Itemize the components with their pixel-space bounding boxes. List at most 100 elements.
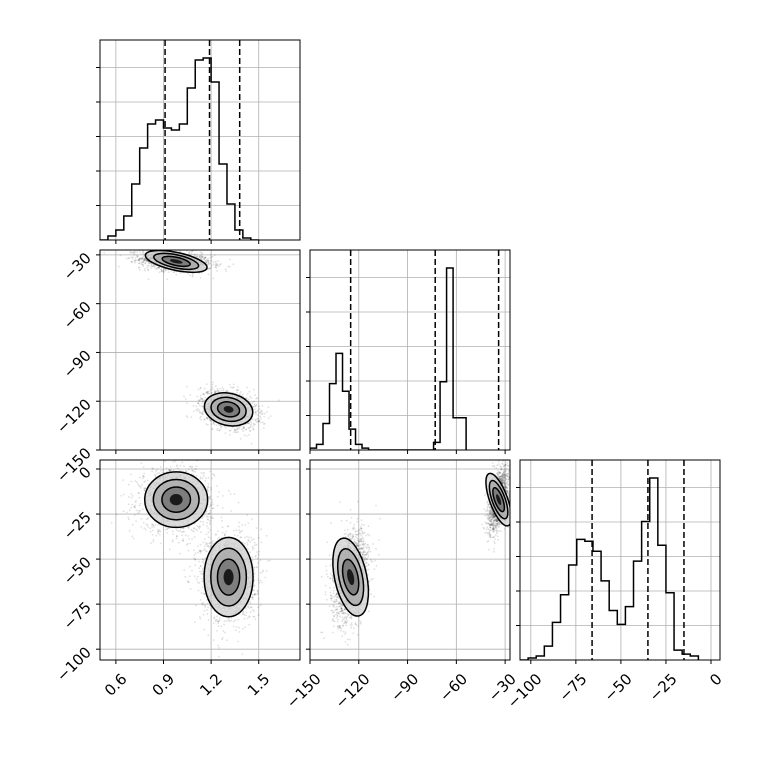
sample-point [204, 396, 206, 399]
sample-point [168, 469, 171, 471]
sample-point [152, 264, 155, 267]
sample-point [211, 542, 214, 545]
sample-point [191, 465, 194, 468]
sample-point [145, 259, 148, 262]
sample-point [163, 271, 165, 274]
sample-point [129, 251, 132, 254]
sample-point [191, 469, 194, 472]
scatter-panel-0-2 [99, 459, 301, 661]
sample-point [216, 264, 219, 267]
sample-point [207, 257, 210, 260]
sample-point [209, 515, 212, 518]
sample-point [229, 429, 232, 432]
sample-point [156, 267, 159, 270]
sample-point [210, 256, 213, 258]
sample-point [142, 466, 145, 468]
sample-point [170, 270, 173, 272]
sample-point [231, 426, 234, 429]
sample-point [201, 400, 204, 402]
sample-point [155, 470, 157, 472]
sample-point [248, 390, 251, 393]
sample-point [197, 399, 200, 402]
sample-point [238, 426, 241, 428]
sample-point [184, 534, 187, 537]
sample-point [206, 391, 209, 393]
sample-point [211, 255, 214, 258]
sample-point [203, 628, 206, 631]
sample-point [257, 414, 259, 416]
sample-point [208, 497, 211, 499]
histogram-panel-1 [306, 249, 511, 451]
sample-point [216, 504, 219, 507]
sample-point [203, 258, 205, 261]
sample-point [195, 604, 198, 607]
sample-point [183, 530, 186, 533]
sample-point [203, 418, 206, 421]
sample-point [142, 255, 145, 258]
sample-point [204, 479, 207, 482]
sample-point [141, 261, 144, 264]
sample-point [237, 431, 240, 433]
sample-point [258, 408, 261, 410]
sample-point [156, 472, 159, 475]
sample-point [160, 270, 163, 273]
scatter-panel-0-1 [99, 249, 301, 451]
sample-point [153, 473, 156, 476]
sample-point [192, 272, 194, 275]
sample-point [183, 395, 185, 398]
sample-point [199, 565, 202, 567]
sample-point [215, 267, 218, 269]
sample-point [236, 428, 239, 430]
sample-point [148, 261, 151, 264]
sample-point [207, 267, 210, 270]
sample-point [247, 422, 250, 425]
sample-point [176, 465, 179, 468]
sample-point [200, 253, 203, 255]
sample-point [253, 615, 256, 618]
sample-point [209, 509, 212, 512]
sample-point [144, 487, 147, 490]
sample-point [210, 392, 213, 395]
sample-point [209, 262, 212, 265]
sample-point [206, 417, 209, 420]
sample-point [103, 252, 105, 254]
sample-point [164, 528, 167, 531]
sample-point [164, 269, 167, 272]
sample-point [217, 538, 219, 540]
sample-point [213, 423, 216, 426]
sample-point [221, 507, 224, 509]
sample-point [203, 387, 206, 390]
sample-point [214, 260, 217, 263]
sample-point [143, 481, 146, 484]
sample-point [136, 481, 138, 483]
sample-point [138, 510, 141, 512]
sample-point [249, 395, 252, 398]
sample-point [168, 527, 170, 529]
sample-point [115, 513, 118, 516]
sample-point [257, 420, 260, 423]
sample-point [220, 427, 223, 429]
sample-point [248, 422, 251, 425]
sample-point [141, 257, 143, 260]
sample-point [214, 390, 217, 393]
sample-point [251, 545, 254, 548]
sample-point [181, 527, 184, 530]
sample-point [217, 625, 220, 627]
sample-point [217, 260, 220, 262]
sample-point [134, 501, 137, 503]
sample-point [252, 406, 255, 409]
sample-point [217, 423, 220, 426]
sample-point [219, 424, 221, 427]
sample-point [134, 256, 137, 259]
sample-point [185, 415, 188, 417]
sample-point [201, 256, 204, 258]
sample-point [151, 533, 154, 536]
sample-point [110, 522, 113, 524]
sample-point [200, 257, 202, 260]
sample-point [200, 572, 203, 575]
sample-point [261, 410, 263, 413]
sample-point [143, 475, 146, 478]
sample-point [215, 264, 217, 266]
sample-point [120, 494, 123, 497]
sample-point [172, 533, 175, 535]
